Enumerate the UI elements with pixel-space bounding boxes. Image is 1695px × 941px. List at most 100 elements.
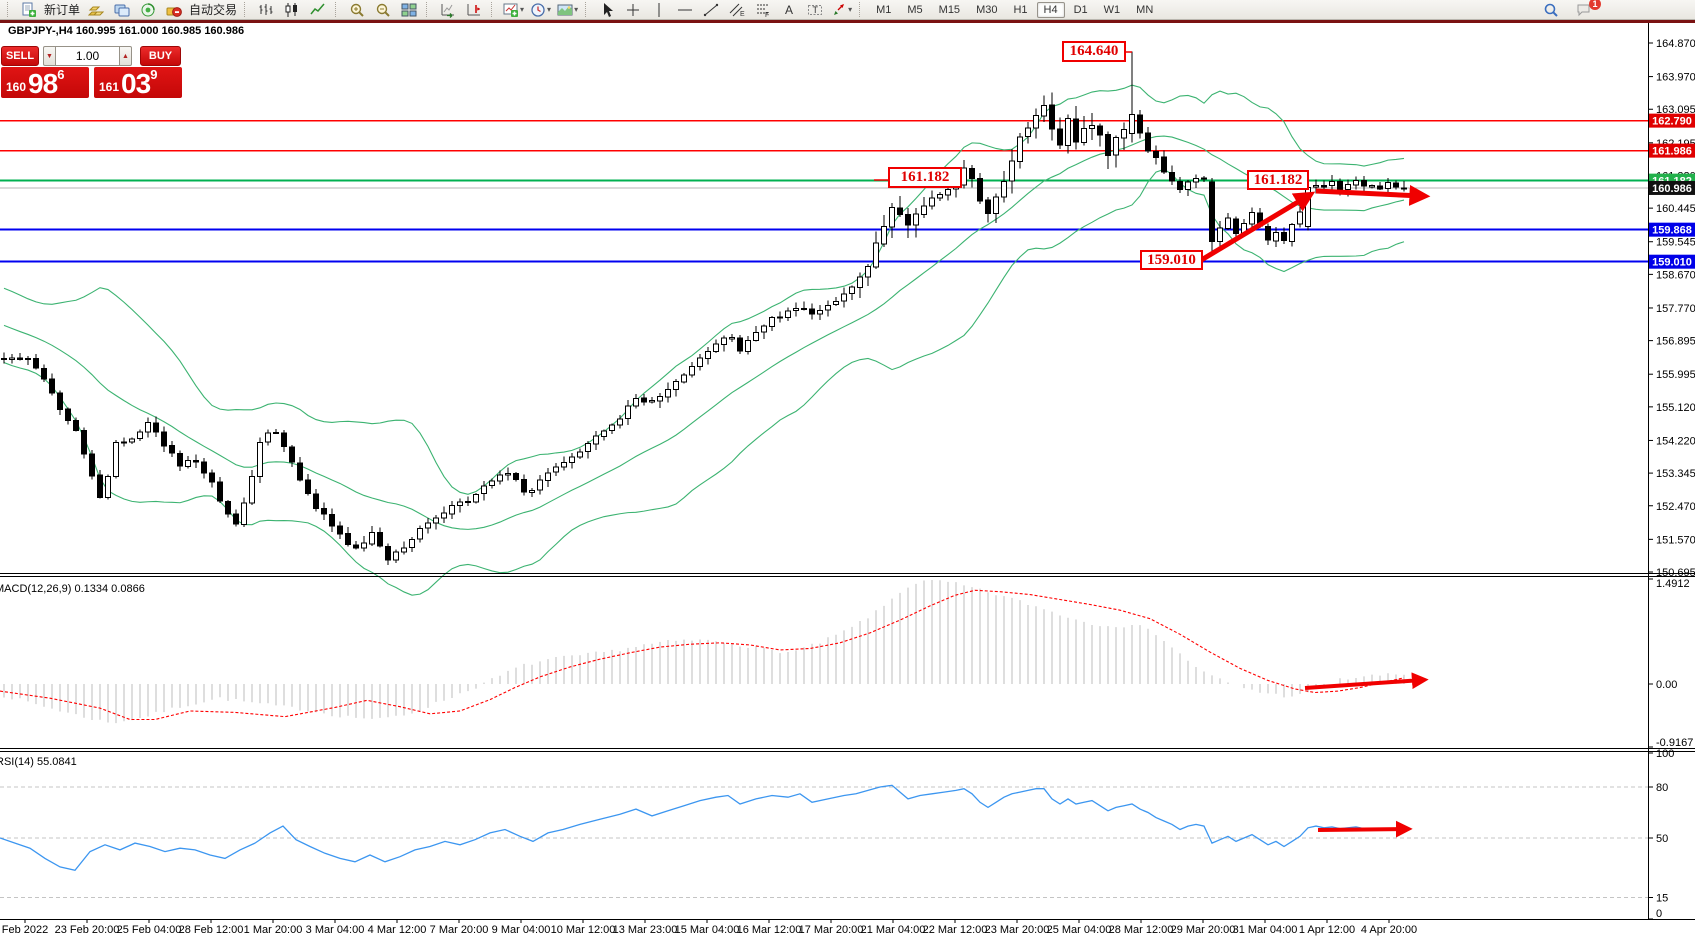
- hline-button[interactable]: [673, 0, 697, 20]
- period-icon: [530, 2, 546, 18]
- rsi-pane[interactable]: [0, 784, 1648, 898]
- svg-text:151.570: 151.570: [1656, 534, 1695, 546]
- timeframe-button-h4[interactable]: H4: [1036, 1, 1065, 18]
- timeframe-button-h1[interactable]: H1: [1013, 3, 1028, 16]
- price-annotation-161182-right[interactable]: 161.182: [1247, 170, 1309, 190]
- template-button[interactable]: ▾: [555, 0, 580, 20]
- symbol-quote-line: GBPJPY-,H4 160.995 161.000 160.985 160.9…: [8, 25, 245, 37]
- main-price-pane[interactable]: [0, 51, 1648, 596]
- svg-text:156.895: 156.895: [1656, 336, 1695, 348]
- volume-input[interactable]: [56, 46, 119, 66]
- svg-text:9 Mar 04:00: 9 Mar 04:00: [492, 924, 551, 936]
- add-indicator-button[interactable]: ▾: [501, 0, 526, 20]
- toolbar-right: 1: [1538, 0, 1601, 20]
- svg-text:A: A: [785, 3, 793, 17]
- svg-text:21 Mar 04:00: 21 Mar 04:00: [861, 924, 926, 936]
- toolbar-separator: [585, 2, 590, 17]
- volume-decrease-button[interactable]: ▼: [43, 46, 56, 66]
- candle-chart-button[interactable]: [280, 0, 304, 20]
- zoom-in-button[interactable]: [345, 0, 369, 20]
- navigator-button[interactable]: [136, 0, 160, 20]
- svg-text:1.4912: 1.4912: [1656, 578, 1690, 590]
- crosshair-icon: [625, 2, 641, 18]
- autotrade-button[interactable]: [162, 0, 186, 20]
- svg-text:E: E: [740, 11, 745, 18]
- timeframe-button-m5[interactable]: M5: [907, 3, 923, 16]
- price-annotation-161182-left[interactable]: 161.182: [888, 167, 962, 188]
- ask-superscript: 9: [150, 67, 158, 82]
- price-annotation-164640[interactable]: 164.640: [1062, 41, 1126, 62]
- cursor-icon: [599, 2, 615, 18]
- cursor-button[interactable]: [595, 0, 619, 20]
- timeframe-button-w1[interactable]: W1: [1103, 3, 1121, 16]
- fibonacci-button[interactable]: F: [751, 0, 775, 20]
- price-axis[interactable]: 164.870163.970163.095162.195161.320160.4…: [1648, 38, 1695, 920]
- svg-text:150.695: 150.695: [1656, 567, 1695, 579]
- timeframe-button-m15[interactable]: M15: [938, 3, 961, 16]
- trendline-button[interactable]: [699, 0, 723, 20]
- price-annotation-159010[interactable]: 159.010: [1140, 250, 1203, 270]
- new-order-button[interactable]: [17, 0, 41, 20]
- svg-text:158.670: 158.670: [1656, 269, 1695, 281]
- buy-button[interactable]: BUY: [140, 46, 181, 66]
- svg-text:-0.9167: -0.9167: [1656, 737, 1693, 749]
- svg-text:3 Mar 04:00: 3 Mar 04:00: [306, 924, 365, 936]
- svg-text:29 Mar 20:00: 29 Mar 20:00: [1171, 924, 1236, 936]
- bid-prefix: 160: [6, 80, 27, 94]
- auto-scroll-button[interactable]: [436, 0, 460, 20]
- macd-indicator-label: MACD(12,26,9) 0.1334 0.0866: [0, 583, 145, 595]
- svg-text:4 Apr 20:00: 4 Apr 20:00: [1361, 924, 1417, 936]
- data-window-icon: [114, 2, 130, 18]
- chart-shift-button[interactable]: [462, 0, 486, 20]
- market-watch-icon: [88, 2, 105, 18]
- main-toolbar: 新订单 自动交易 ▾ ▾ ▾ E F A T ▾ M1 M5 M15 M30 H1 H4 D1 W1 MN: [0, 0, 1695, 20]
- arrows-button[interactable]: ▾: [829, 0, 854, 20]
- trend-arrow[interactable]: [1304, 672, 1429, 690]
- data-window-button[interactable]: [110, 0, 134, 20]
- channel-button[interactable]: E: [725, 0, 749, 20]
- crosshair-button[interactable]: [621, 0, 645, 20]
- period-button[interactable]: ▾: [528, 0, 553, 20]
- chat-icon[interactable]: 1: [1572, 0, 1601, 20]
- ask-price-display[interactable]: 161 03 9: [94, 67, 182, 98]
- svg-text:13 Mar 23:00: 13 Mar 23:00: [613, 924, 678, 936]
- sell-button[interactable]: SELL: [1, 46, 39, 66]
- svg-text:154.220: 154.220: [1656, 435, 1695, 447]
- trend-arrow[interactable]: [1196, 191, 1316, 265]
- timeframe-button-mn[interactable]: MN: [1136, 3, 1154, 16]
- bar-chart-button[interactable]: [254, 0, 278, 20]
- rsi-indicator-label: RSI(14) 55.0841: [0, 756, 77, 768]
- svg-text:17 Mar 20:00: 17 Mar 20:00: [799, 924, 864, 936]
- svg-text:152.470: 152.470: [1656, 501, 1695, 513]
- chevron-down-icon: ▾: [547, 5, 552, 14]
- tile-windows-button[interactable]: [397, 0, 421, 20]
- auto-scroll-icon: [440, 2, 456, 18]
- zoom-out-button[interactable]: [371, 0, 395, 20]
- volume-increase-button[interactable]: ▲: [119, 46, 132, 66]
- new-order-label: 新订单: [44, 3, 81, 17]
- svg-text:25 Feb 04:00: 25 Feb 04:00: [117, 924, 182, 936]
- trend-arrow[interactable]: [1315, 184, 1431, 206]
- timeframe-button-m30[interactable]: M30: [976, 3, 998, 16]
- bid-price-display[interactable]: 160 98 6: [1, 67, 89, 98]
- svg-text:31 Mar 04:00: 31 Mar 04:00: [1233, 924, 1298, 936]
- vline-icon: [651, 2, 667, 18]
- label-button[interactable]: T: [803, 0, 827, 20]
- timeframe-button-d1[interactable]: D1: [1073, 3, 1088, 16]
- timeframe-button-m1[interactable]: M1: [876, 3, 892, 16]
- trend-arrow[interactable]: [1317, 820, 1413, 838]
- chevron-down-icon: ▾: [574, 5, 579, 14]
- svg-text:153.345: 153.345: [1656, 468, 1695, 480]
- line-chart-button[interactable]: [306, 0, 330, 20]
- svg-text:0: 0: [1656, 908, 1662, 920]
- search-icon[interactable]: [1539, 0, 1563, 20]
- market-watch-button[interactable]: [84, 0, 108, 20]
- toolbar-separator: [859, 2, 864, 17]
- toolbar-separator: [491, 2, 496, 17]
- svg-text:0.00: 0.00: [1656, 679, 1677, 691]
- vline-button[interactable]: [647, 0, 671, 20]
- text-button[interactable]: A: [777, 0, 801, 20]
- macd-pane[interactable]: [0, 580, 1405, 724]
